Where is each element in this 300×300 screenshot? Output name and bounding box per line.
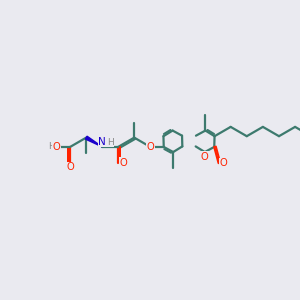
Text: O: O: [220, 158, 227, 168]
Text: H: H: [107, 138, 114, 147]
Text: O: O: [53, 142, 61, 152]
Polygon shape: [85, 136, 102, 147]
Text: O: O: [119, 158, 127, 168]
Text: H: H: [48, 142, 55, 152]
Text: O: O: [201, 152, 209, 161]
Text: N: N: [98, 136, 106, 146]
Text: O: O: [146, 142, 154, 152]
Text: O: O: [66, 162, 74, 172]
